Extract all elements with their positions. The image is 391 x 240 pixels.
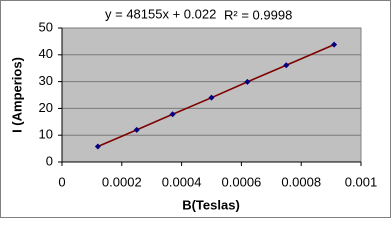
x-tick-label: 0.0006	[222, 174, 262, 189]
r-squared: R² = 0.9998	[224, 7, 292, 22]
y-axis-title: I (Amperios)	[9, 57, 24, 133]
point	[133, 126, 140, 133]
y-tick-label: 10	[39, 127, 53, 142]
chart: y = 48155x + 0.022 R² = 0.9998 B(Teslas)…	[0, 0, 391, 218]
point	[244, 78, 251, 85]
y-tick-label: 50	[39, 19, 53, 34]
point	[94, 143, 101, 150]
point	[331, 41, 338, 48]
x-tick-label: 0.0008	[281, 174, 321, 189]
x-tick-label: 0	[58, 174, 65, 189]
x-tick-label: 0.0004	[162, 174, 202, 189]
y-tick-label: 20	[39, 100, 53, 115]
y-tick-label: 30	[39, 73, 53, 88]
x-axis-title: B(Teslas)	[182, 197, 240, 212]
y-tick-label: 0	[46, 153, 53, 168]
point	[208, 94, 215, 101]
point	[169, 111, 176, 118]
y-tick-label: 40	[39, 46, 53, 61]
equation: y = 48155x + 0.022	[105, 6, 216, 21]
x-tick-label: 0.0002	[102, 174, 142, 189]
x-tick-label: 0.001	[345, 174, 378, 189]
point	[283, 62, 290, 69]
